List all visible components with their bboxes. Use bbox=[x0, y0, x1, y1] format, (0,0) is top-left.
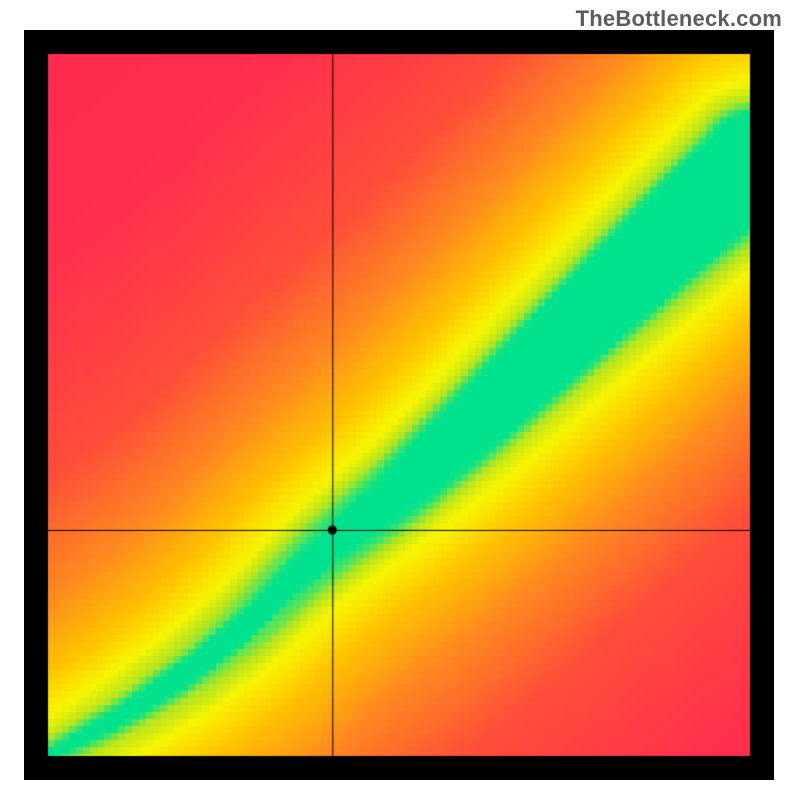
watermark-text: TheBottleneck.com bbox=[576, 6, 782, 32]
heatmap-canvas bbox=[24, 30, 774, 780]
plot-frame bbox=[24, 30, 774, 780]
